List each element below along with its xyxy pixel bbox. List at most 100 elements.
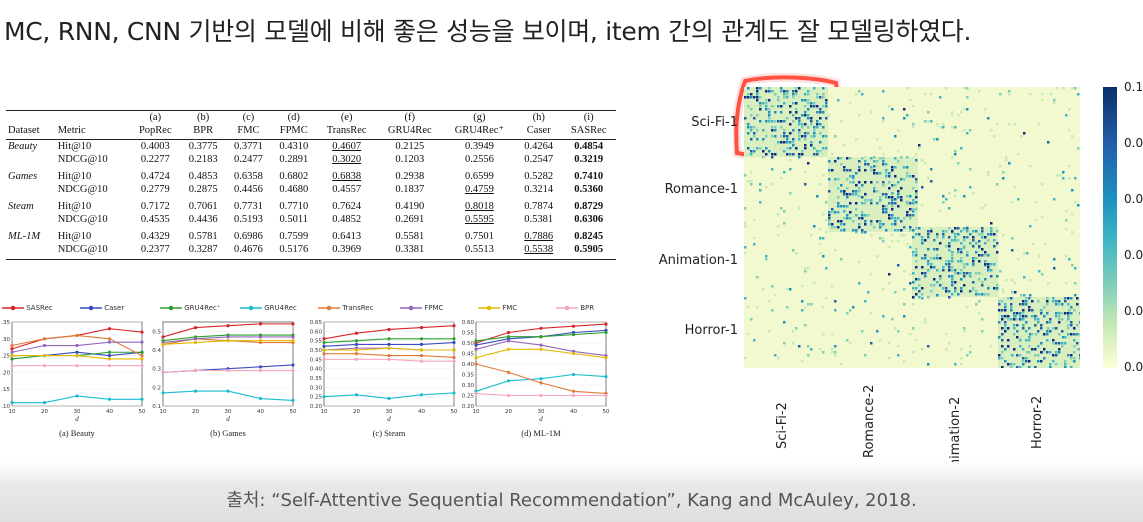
heatmap-cell <box>897 330 900 333</box>
heatmap-cell <box>1061 312 1064 315</box>
heatmap-cell <box>858 114 861 117</box>
heatmap-cell <box>942 269 945 272</box>
heatmap-cell <box>813 132 816 135</box>
heatmap-cell <box>1029 225 1032 228</box>
heatmap-cell <box>1079 348 1080 351</box>
series-point <box>387 354 391 358</box>
heatmap-cell <box>828 223 831 226</box>
heatmap-cell <box>969 275 972 278</box>
heatmap-cell <box>966 251 969 254</box>
heatmap-cell <box>1004 315 1007 318</box>
heatmap-cell <box>828 160 831 163</box>
heatmap-cell <box>750 126 753 129</box>
heatmap-cell <box>894 175 897 178</box>
heatmap-cell <box>747 333 750 336</box>
heatmap-cell <box>858 190 861 193</box>
heatmap-cell <box>810 105 813 108</box>
heatmap-cell <box>825 105 828 108</box>
heatmap-cell <box>1076 303 1079 306</box>
heatmap-cell <box>1073 327 1076 330</box>
heatmap-cell <box>912 236 915 239</box>
legend-label: Caser <box>104 304 125 312</box>
heatmap-cell <box>1064 297 1067 300</box>
y-tick-label: 0.1 <box>152 404 161 410</box>
heatmap-cell <box>783 120 786 123</box>
series-point <box>571 351 576 356</box>
heatmap-cell <box>888 175 891 178</box>
heatmap-cell <box>891 223 894 226</box>
heatmap-cell <box>783 171 786 174</box>
heatmap-cell <box>930 284 933 287</box>
heatmap-cell <box>945 333 948 336</box>
heatmap-cell <box>996 242 999 245</box>
heatmap-cell <box>1013 333 1016 336</box>
heatmap-cell <box>996 123 999 126</box>
heatmap-cell <box>972 263 975 266</box>
heatmap-cell <box>1055 303 1058 306</box>
heatmap-cell <box>960 287 963 290</box>
heatmap-cell <box>1074 267 1077 270</box>
heatmap-cell <box>774 93 777 96</box>
heatmap-cell <box>837 178 840 181</box>
series-point <box>322 357 326 361</box>
heatmap-cell <box>1061 345 1064 348</box>
heatmap-cell <box>885 208 888 211</box>
cell-value: 0.2125 <box>395 141 425 152</box>
heatmap-cell <box>879 339 882 342</box>
series-point <box>193 340 198 345</box>
heatmap-cell <box>1022 318 1025 321</box>
heatmap-cell <box>1023 252 1026 255</box>
series-point <box>506 379 511 383</box>
heatmap-cell <box>822 105 825 108</box>
heatmap-cell <box>840 184 843 187</box>
series-point <box>387 346 391 350</box>
heatmap-cell <box>963 275 966 278</box>
y-tick-label: 0.2 <box>152 385 161 391</box>
heatmap-cell <box>1041 273 1044 276</box>
header-model-2: (c) FMC <box>225 111 272 140</box>
heatmap-cell <box>1011 237 1014 240</box>
heatmap-cell <box>750 129 753 132</box>
heatmap-cell <box>912 214 915 217</box>
heatmap-cell <box>951 269 954 272</box>
y-tick-label: 0.40 <box>462 362 475 368</box>
legend-item: Caser <box>80 304 124 312</box>
heatmap-cell <box>999 165 1002 168</box>
heatmap-cell <box>861 217 864 220</box>
heatmap-cell <box>855 190 858 193</box>
series-point <box>161 370 165 374</box>
heatmap-cell <box>870 166 873 169</box>
heatmap-cell <box>891 196 894 199</box>
heatmap-cell <box>1058 351 1061 354</box>
heatmap-cell <box>960 363 963 366</box>
series-point <box>140 364 144 368</box>
series-point <box>107 364 112 368</box>
heatmap-cell <box>998 354 1001 357</box>
heatmap-cell <box>1007 327 1010 330</box>
heatmap-cell <box>831 226 834 229</box>
cell-value: 0.5360 <box>574 184 604 195</box>
heatmap-cell <box>1079 357 1080 360</box>
heatmap-cell <box>921 293 924 296</box>
series-point <box>140 340 144 344</box>
heatmap-cell <box>897 160 900 163</box>
x-tick-label: 20 <box>505 409 512 415</box>
heatmap-cell <box>771 309 774 312</box>
heatmap-cell <box>1025 321 1028 324</box>
series-point <box>322 340 326 345</box>
heatmap-cell <box>1064 336 1067 339</box>
heatmap-row-label: Animation-1 <box>658 253 738 268</box>
cell-value: 0.3381 <box>376 243 443 260</box>
heatmap-cell <box>936 254 939 257</box>
y-tick-label: 0.45 <box>462 352 475 358</box>
heatmap-cell <box>894 217 897 220</box>
heatmap-cell <box>933 284 936 287</box>
heatmap-cell <box>849 169 852 172</box>
heatmap-cell <box>1071 189 1074 192</box>
heatmap-cell <box>831 333 834 336</box>
x-tick-label: 10 <box>473 409 480 415</box>
heatmap-cell <box>1046 330 1049 333</box>
heatmap-cell <box>954 150 957 153</box>
heatmap-cell <box>861 93 864 96</box>
